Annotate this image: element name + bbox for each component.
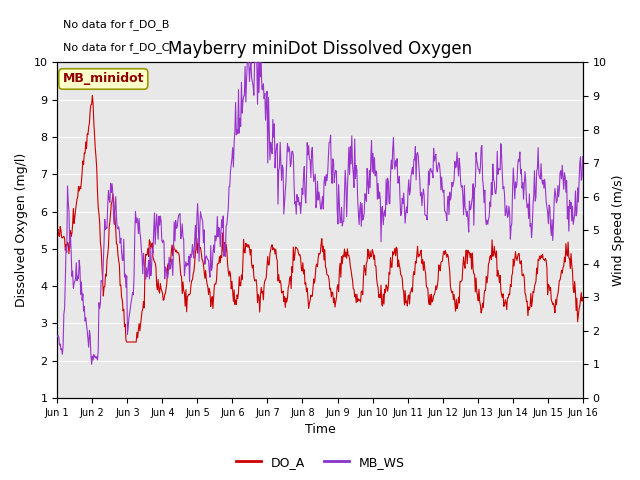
Legend: DO_A, MB_WS: DO_A, MB_WS [230,451,410,474]
Text: No data for f_DO_C: No data for f_DO_C [63,42,169,53]
X-axis label: Time: Time [305,423,335,436]
Text: No data for f_DO_B: No data for f_DO_B [63,19,169,30]
Y-axis label: Dissolved Oxygen (mg/l): Dissolved Oxygen (mg/l) [15,153,28,307]
Y-axis label: Wind Speed (m/s): Wind Speed (m/s) [612,174,625,286]
Text: MB_minidot: MB_minidot [63,72,144,85]
Title: Mayberry miniDot Dissolved Oxygen: Mayberry miniDot Dissolved Oxygen [168,40,472,58]
